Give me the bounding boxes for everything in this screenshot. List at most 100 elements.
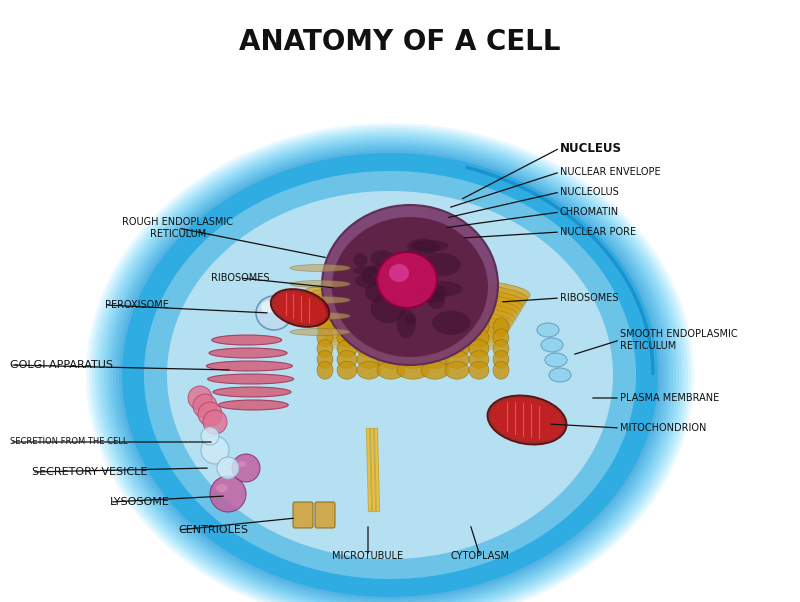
Ellipse shape xyxy=(357,318,381,336)
Ellipse shape xyxy=(317,361,333,379)
Ellipse shape xyxy=(490,398,564,442)
Ellipse shape xyxy=(382,252,410,269)
Ellipse shape xyxy=(317,350,333,368)
Ellipse shape xyxy=(493,318,509,336)
Ellipse shape xyxy=(201,436,229,464)
Ellipse shape xyxy=(445,329,469,347)
Ellipse shape xyxy=(389,264,409,282)
Ellipse shape xyxy=(290,329,350,335)
Ellipse shape xyxy=(415,269,435,287)
Ellipse shape xyxy=(445,340,469,358)
Ellipse shape xyxy=(274,291,326,324)
Text: SECRETORY VESICLE: SECRETORY VESICLE xyxy=(32,467,147,477)
Ellipse shape xyxy=(290,297,350,303)
Ellipse shape xyxy=(442,320,457,328)
Ellipse shape xyxy=(310,294,520,327)
Ellipse shape xyxy=(545,353,567,367)
Ellipse shape xyxy=(337,318,357,336)
Text: LYSOSOME: LYSOSOME xyxy=(110,497,170,507)
Ellipse shape xyxy=(317,340,333,358)
Ellipse shape xyxy=(329,330,502,356)
Ellipse shape xyxy=(261,301,275,313)
Ellipse shape xyxy=(389,256,429,271)
Ellipse shape xyxy=(469,318,489,336)
Ellipse shape xyxy=(337,340,357,358)
Ellipse shape xyxy=(113,146,667,602)
Ellipse shape xyxy=(119,150,661,600)
Ellipse shape xyxy=(317,318,333,336)
Ellipse shape xyxy=(270,289,330,327)
Text: MITOCHONDRION: MITOCHONDRION xyxy=(620,423,706,433)
Ellipse shape xyxy=(445,350,469,368)
Ellipse shape xyxy=(445,361,469,379)
Ellipse shape xyxy=(324,321,506,349)
Ellipse shape xyxy=(537,323,559,337)
Ellipse shape xyxy=(487,396,566,445)
Ellipse shape xyxy=(218,400,288,410)
Ellipse shape xyxy=(364,283,387,302)
Ellipse shape xyxy=(390,303,430,325)
Ellipse shape xyxy=(397,350,429,368)
Ellipse shape xyxy=(332,217,488,357)
Ellipse shape xyxy=(372,260,394,289)
Ellipse shape xyxy=(413,243,432,265)
Ellipse shape xyxy=(116,148,664,602)
Ellipse shape xyxy=(326,326,504,353)
Ellipse shape xyxy=(104,138,676,602)
Text: PLASMA MEMBRANE: PLASMA MEMBRANE xyxy=(620,393,719,403)
Text: CENTRIOLES: CENTRIOLES xyxy=(178,525,248,535)
Ellipse shape xyxy=(372,263,399,280)
Ellipse shape xyxy=(144,171,636,579)
Text: CYTOPLASM: CYTOPLASM xyxy=(450,551,510,561)
Ellipse shape xyxy=(370,318,380,340)
Ellipse shape xyxy=(290,281,350,288)
Ellipse shape xyxy=(210,476,246,512)
Ellipse shape xyxy=(421,329,449,347)
Ellipse shape xyxy=(397,329,429,347)
Ellipse shape xyxy=(414,275,425,297)
Text: NUCLEOLUS: NUCLEOLUS xyxy=(560,187,618,197)
Ellipse shape xyxy=(317,308,514,338)
Ellipse shape xyxy=(206,361,292,371)
Text: MICROTUBULE: MICROTUBULE xyxy=(333,551,403,561)
Ellipse shape xyxy=(421,350,449,368)
Ellipse shape xyxy=(396,244,422,265)
Ellipse shape xyxy=(469,329,489,347)
Text: SMOOTH ENDOPLASMIC
RETICULUM: SMOOTH ENDOPLASMIC RETICULUM xyxy=(620,329,738,351)
Ellipse shape xyxy=(357,361,381,379)
Ellipse shape xyxy=(445,318,469,336)
Text: ANATOMY OF A CELL: ANATOMY OF A CELL xyxy=(239,28,561,56)
Ellipse shape xyxy=(319,312,511,342)
Ellipse shape xyxy=(95,131,685,602)
Ellipse shape xyxy=(193,394,217,418)
Ellipse shape xyxy=(377,318,405,336)
Ellipse shape xyxy=(302,281,528,317)
Ellipse shape xyxy=(493,329,509,347)
Ellipse shape xyxy=(357,340,381,358)
Ellipse shape xyxy=(307,290,523,324)
Ellipse shape xyxy=(357,350,381,368)
Ellipse shape xyxy=(209,348,287,358)
Ellipse shape xyxy=(203,410,227,434)
Ellipse shape xyxy=(541,338,563,352)
Ellipse shape xyxy=(377,329,405,347)
Ellipse shape xyxy=(167,191,613,559)
Text: NUCLEUS: NUCLEUS xyxy=(560,141,622,155)
Ellipse shape xyxy=(312,299,518,331)
Ellipse shape xyxy=(469,340,489,358)
Ellipse shape xyxy=(290,264,350,272)
Ellipse shape xyxy=(300,277,530,313)
Ellipse shape xyxy=(439,309,466,329)
Ellipse shape xyxy=(305,286,526,320)
Text: RIBOSOMES: RIBOSOMES xyxy=(210,273,270,283)
FancyBboxPatch shape xyxy=(293,502,313,528)
Ellipse shape xyxy=(337,329,357,347)
Ellipse shape xyxy=(122,153,658,597)
Text: ROUGH ENDOPLASMIC
RETICULUM: ROUGH ENDOPLASMIC RETICULUM xyxy=(122,217,234,239)
Ellipse shape xyxy=(317,329,333,347)
Ellipse shape xyxy=(89,125,691,602)
Ellipse shape xyxy=(357,329,381,347)
Ellipse shape xyxy=(92,128,688,602)
Ellipse shape xyxy=(101,135,679,602)
Ellipse shape xyxy=(322,317,509,346)
